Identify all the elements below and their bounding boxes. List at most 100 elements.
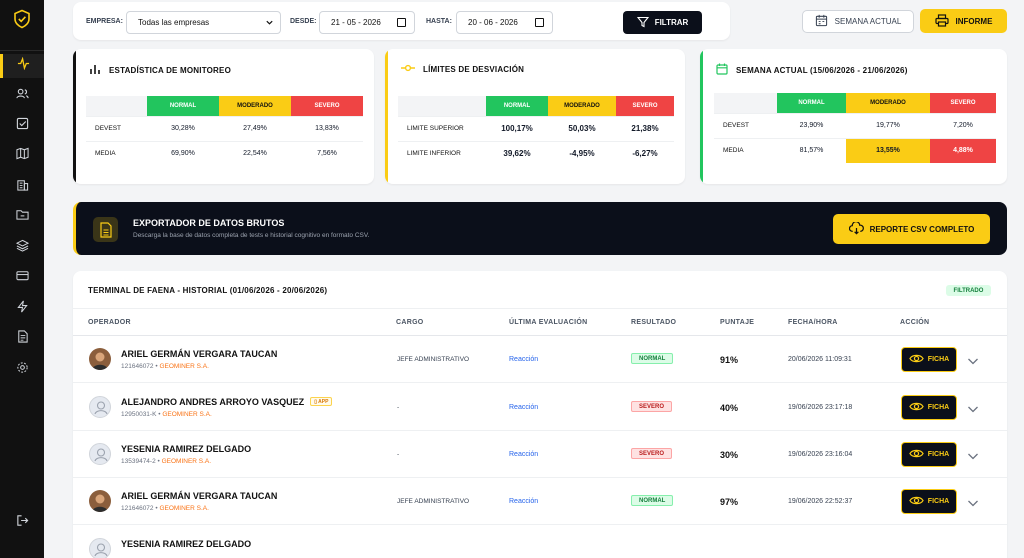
ficha-button[interactable]: FICHA	[901, 347, 957, 372]
empresa-select[interactable]: Todas las empresas	[126, 11, 281, 34]
operator-id: 121646072	[121, 505, 154, 512]
value-cell: 30,28%	[147, 115, 219, 141]
app-badge-label: APP	[318, 399, 329, 405]
result-badge: SEVERO	[631, 401, 673, 412]
chevron-down-icon	[265, 18, 274, 29]
sidebar-item-cards[interactable]	[0, 266, 44, 290]
credit-card-icon	[15, 269, 29, 287]
semana-actual-button[interactable]: SEMANA ACTUAL	[802, 10, 914, 33]
cargo-cell: -	[397, 451, 400, 458]
operator-name: ARIEL GERMÁN VERGARA TAUCAN	[121, 349, 278, 359]
hasta-date-value: 20 - 06 - 2026	[468, 18, 518, 27]
value-cell: 27,49%	[219, 115, 291, 141]
operator-name: YESENIA RAMIREZ DELGADO	[121, 539, 252, 549]
activity-icon	[17, 56, 30, 75]
value-cell: 4,88%	[930, 137, 996, 163]
chevron-down-icon[interactable]	[967, 495, 979, 513]
value-cell: 7,20%	[930, 112, 996, 138]
cargo-cell: JEFE ADMINISTRATIVO	[397, 498, 470, 505]
score-cell: 91%	[720, 355, 739, 365]
desde-date-input[interactable]: 21 - 05 - 2026	[319, 11, 415, 34]
lightning-icon	[16, 300, 29, 318]
operator-company: GEOMINER S.A.	[159, 363, 209, 370]
header-moderado: MODERADO	[219, 96, 291, 116]
filtrar-button[interactable]: FILTRAR	[623, 11, 702, 34]
exporter-subtitle: Descarga la base de datos completa de te…	[133, 232, 370, 239]
evaluation-link[interactable]: Reacción	[509, 356, 539, 363]
value-cell: -6,27%	[616, 140, 674, 166]
avatar	[89, 396, 111, 418]
sidebar-item-logout[interactable]	[0, 511, 44, 535]
sidebar-item-map[interactable]	[0, 144, 44, 168]
history-panel: TERMINAL DE FAENA - HISTORIAL (01/06/202…	[73, 271, 1007, 558]
sidebar-item-energy[interactable]	[0, 297, 44, 321]
sidebar-item-documents[interactable]	[0, 327, 44, 351]
raw-data-exporter: EXPORTADOR DE DATOS BRUTOS Descarga la b…	[73, 202, 1007, 255]
operator-meta: 12950031-K • GEOMINER S.A.	[121, 411, 212, 418]
ficha-button[interactable]: FICHA	[901, 395, 957, 420]
main-content: EMPRESA: Todas las empresas DESDE: 21 - …	[44, 0, 1024, 558]
current-week-card: SEMANA ACTUAL (15/06/2026 - 21/06/2026) …	[700, 49, 1007, 184]
filter-icon	[636, 16, 649, 30]
header-severo: SEVERO	[291, 96, 363, 116]
eye-icon	[909, 448, 924, 461]
deviation-table: NORMAL MODERADO SEVERO LIMITE SUPERIOR 1…	[398, 96, 674, 166]
evaluation-link[interactable]: Reacción	[509, 498, 539, 505]
operator-name: ALEJANDRO ANDRES ARROYO VASQUEZ ▯ APP	[121, 397, 333, 407]
header-severo: SEVERO	[616, 96, 674, 116]
hasta-date-input[interactable]: 20 - 06 - 2026	[456, 11, 553, 34]
card-accent-bar	[73, 49, 76, 184]
column-header-resultado: RESULTADO	[631, 319, 677, 326]
sidebar-item-users[interactable]	[0, 84, 44, 108]
header-normal: NORMAL	[486, 96, 548, 116]
desde-date-value: 21 - 05 - 2026	[331, 18, 381, 27]
header-empty-cell	[398, 96, 486, 116]
filtrar-label: FILTRAR	[654, 18, 689, 27]
ficha-button[interactable]: FICHA	[901, 489, 957, 514]
chevron-down-icon[interactable]	[967, 401, 979, 419]
sidebar-item-folders[interactable]	[0, 205, 44, 229]
sidebar-item-monitor[interactable]	[0, 54, 44, 78]
sidebar-item-layers[interactable]	[0, 236, 44, 260]
header-empty-cell	[86, 96, 147, 116]
calendar-icon[interactable]	[397, 18, 406, 27]
calendar-icon	[815, 14, 828, 29]
calendar-icon[interactable]	[535, 18, 544, 27]
bar-chart-icon	[89, 63, 101, 77]
table-row: YESENIA RAMIREZ DELGADO	[73, 526, 1007, 558]
score-cell: 97%	[720, 497, 739, 507]
sidebar-item-buildings[interactable]	[0, 175, 44, 199]
empresa-select-value: Todas las empresas	[138, 18, 210, 27]
column-header-evaluacion: ÚLTIMA EVALUACIÓN	[509, 319, 588, 326]
evaluation-link[interactable]: Reacción	[509, 404, 539, 411]
value-cell: 21,38%	[616, 115, 674, 141]
card-accent-bar	[385, 49, 388, 184]
chevron-down-icon[interactable]	[967, 353, 979, 371]
filtered-badge: FILTRADO	[946, 285, 991, 296]
sidebar-item-tasks[interactable]	[0, 114, 44, 138]
card-accent-bar	[700, 49, 703, 184]
informe-label: INFORME	[955, 16, 993, 26]
csv-report-button[interactable]: REPORTE CSV COMPLETO	[833, 214, 990, 244]
column-header-cargo: CARGO	[396, 319, 424, 326]
value-cell: 19,77%	[846, 112, 930, 138]
table-row: ARIEL GERMÁN VERGARA TAUCAN 121646072 • …	[73, 478, 1007, 525]
avatar	[89, 490, 111, 512]
monitoring-table: NORMAL MODERADO SEVERO DEVEST 30,28% 27,…	[86, 96, 363, 166]
deviation-limits-card: LÍMITES DE DESVIACIÓN NORMAL MODERADO SE…	[385, 49, 685, 184]
avatar	[89, 443, 111, 465]
chevron-down-icon[interactable]	[967, 448, 979, 466]
operator-meta: 121646072 • GEOMINER S.A.	[121, 505, 209, 512]
informe-button[interactable]: INFORME	[920, 9, 1007, 33]
sidebar-item-settings[interactable]	[0, 358, 44, 382]
folder-icon	[15, 208, 29, 226]
ficha-label: FICHA	[927, 498, 950, 505]
avatar	[89, 538, 111, 558]
ficha-button[interactable]: FICHA	[901, 442, 957, 467]
result-badge: NORMAL	[631, 495, 674, 506]
card-title-text: LÍMITES DE DESVIACIÓN	[423, 64, 525, 74]
empresa-label: EMPRESA:	[86, 18, 123, 25]
evaluation-link[interactable]: Reacción	[509, 451, 539, 458]
header-normal: NORMAL	[777, 93, 846, 113]
header-moderado: MODERADO	[548, 96, 616, 116]
